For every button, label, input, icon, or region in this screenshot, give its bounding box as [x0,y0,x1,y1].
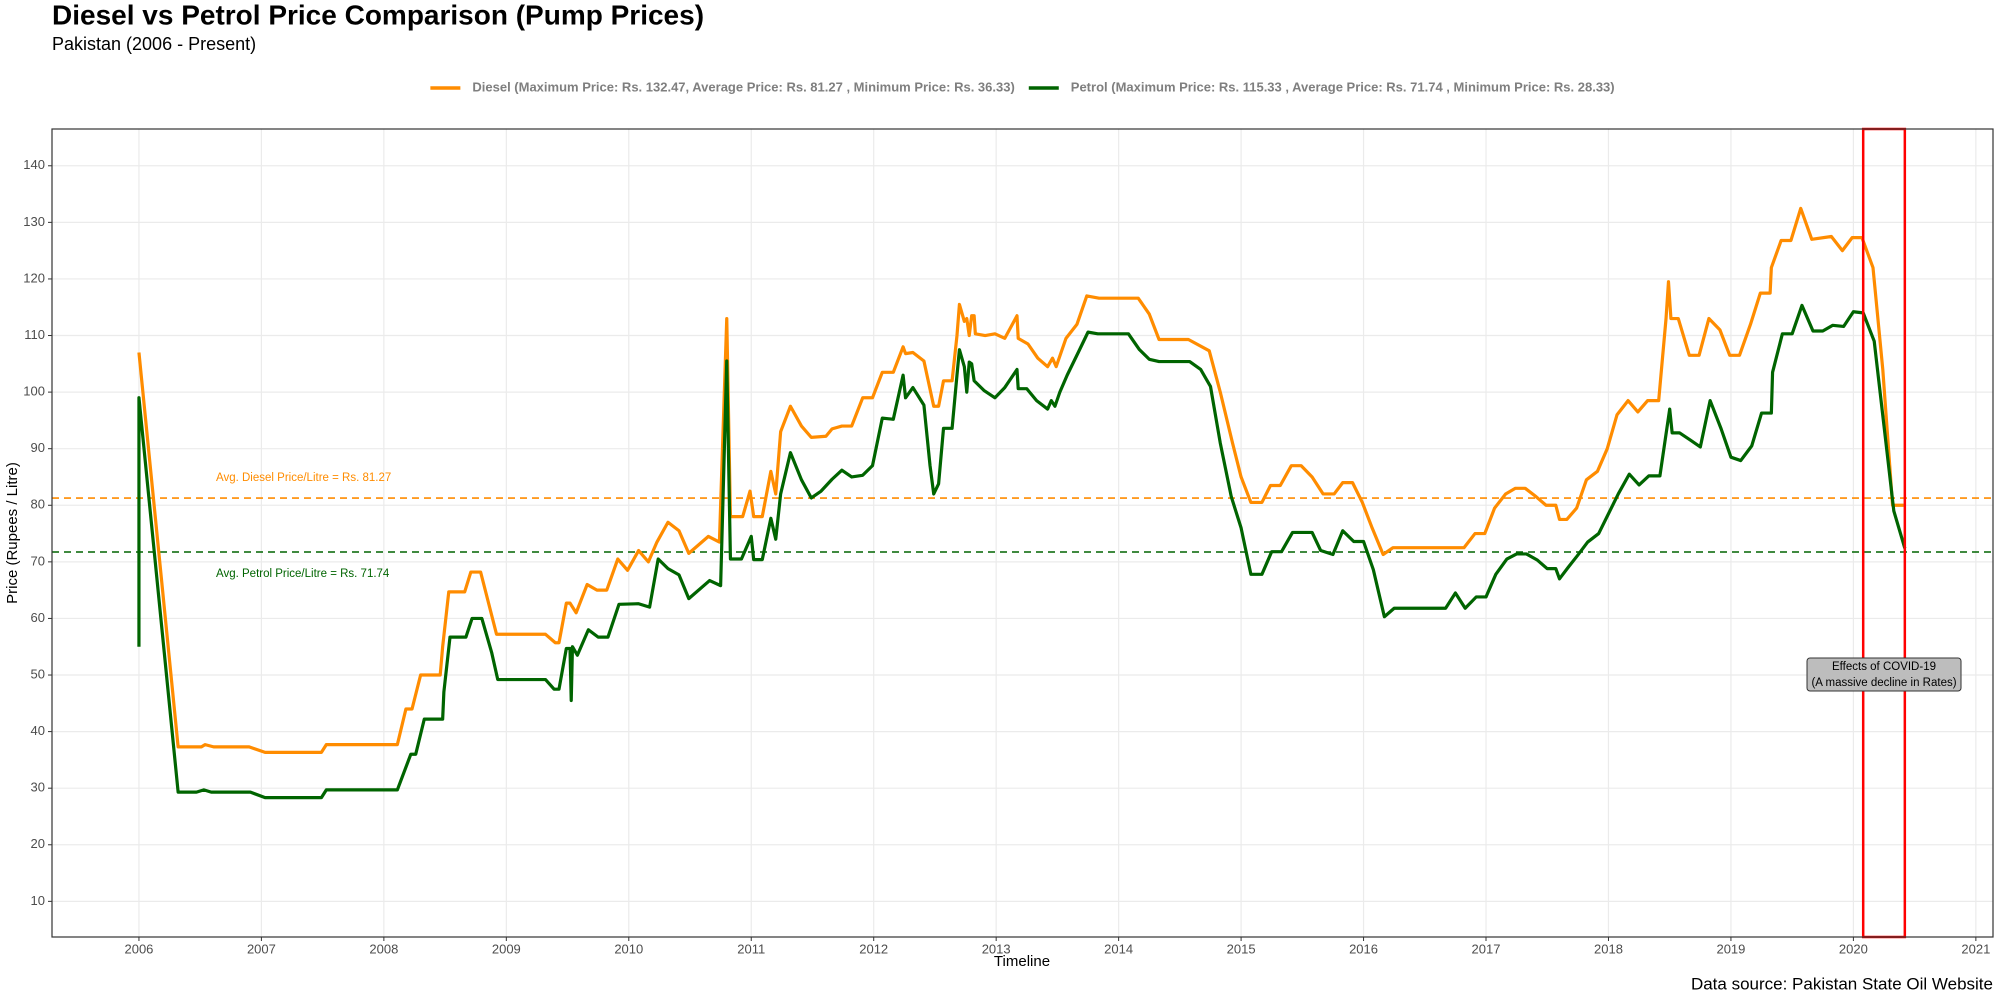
x-tick-label: 2020 [1839,941,1868,956]
note-text: (A massive decline in Rates) [1811,677,1956,689]
x-tick-label: 2013 [982,941,1011,956]
average-label: Avg. Diesel Price/Litre = Rs. 81.27 [216,472,391,484]
y-axis-title: Price (Rupees / Litre) [4,462,21,604]
y-tick-label: 20 [31,836,45,851]
legend-label: Diesel (Maximum Price: Rs. 132.47, Avera… [472,79,1014,94]
x-tick-label: 2017 [1472,941,1501,956]
series-line [137,206,1904,754]
x-tick-label: 2015 [1227,941,1256,956]
chart-title: Diesel vs Petrol Price Comparison (Pump … [52,0,704,30]
highlight-region [1861,127,1907,939]
y-tick-label: 140 [23,157,45,172]
x-tick-label: 2007 [247,941,276,956]
x-axis-title: Timeline [994,953,1050,970]
x-tick-label: 2021 [1961,941,1990,956]
legend: Diesel (Maximum Price: Rs. 132.47, Avera… [430,79,1615,94]
x-tick-label: 2006 [124,941,153,956]
y-tick-label: 110 [24,327,45,342]
y-tick-label: 70 [31,553,45,568]
note-box [1806,657,1962,692]
x-tick-label: 2014 [1104,941,1133,956]
x-tick-label: 2009 [492,941,521,956]
x-tick-label: 2018 [1594,941,1623,956]
note-text: Effects of COVID-19 [1832,661,1936,673]
average-label: Avg. Petrol Price/Litre = Rs. 71.74 [216,568,390,580]
caption: Data source: Pakistan State Oil Website [1691,974,1993,993]
x-tick-label: 2010 [614,941,643,956]
y-tick-label: 60 [31,610,45,625]
x-tick-label: 2016 [1349,941,1378,956]
x-tick-label: 2019 [1716,941,1745,956]
y-tick-label: 30 [31,780,45,795]
x-tick-label: 2011 [737,941,765,956]
x-tick-label: 2012 [859,941,888,956]
y-tick-label: 90 [31,440,45,455]
y-tick-label: 120 [23,270,45,285]
series-line [137,303,1907,800]
legend-label: Petrol (Maximum Price: Rs. 115.33 , Aver… [1071,79,1615,94]
y-tick-label: 50 [31,666,45,681]
y-tick-label: 40 [31,723,45,738]
panel-border [51,128,1994,938]
y-tick-label: 80 [31,497,45,512]
y-tick-label: 10 [31,893,45,908]
chart-subtitle: Pakistan (2006 - Present) [52,34,256,54]
x-tick-label: 2008 [369,941,398,956]
y-tick-label: 100 [23,384,45,399]
y-tick-label: 130 [23,214,45,229]
